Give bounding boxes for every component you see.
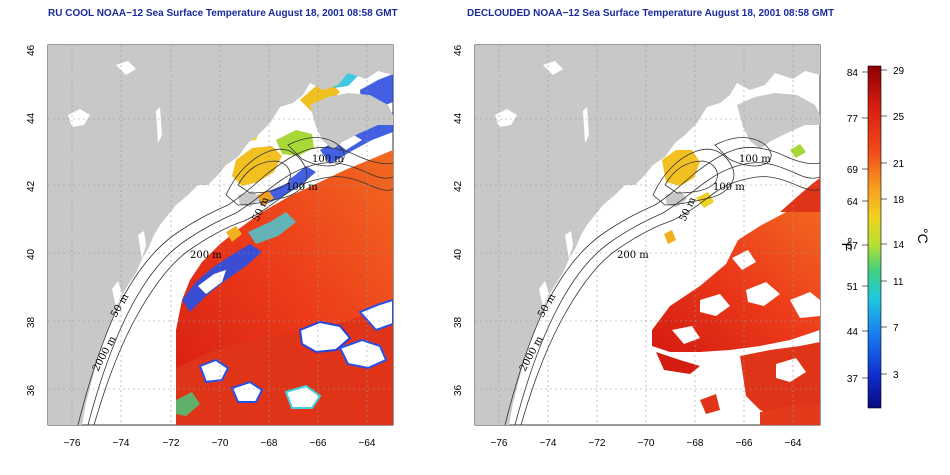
right-isobath-label: 200 m — [617, 250, 649, 261]
left-map-title: RU COOL NOAA−12 Sea Surface Temperature … — [48, 8, 398, 19]
right-isobath-label: 100 m — [739, 154, 771, 165]
fahrenheit-tick-label: 37 — [847, 374, 859, 385]
lon-tick-label: −66 — [310, 438, 327, 449]
lon-tick-label: −76 — [491, 438, 508, 449]
right-graticule — [475, 45, 820, 425]
lon-tick-label: −74 — [540, 438, 557, 449]
fahrenheit-ticks: 84 77 69 64 57 51 44 37 — [847, 68, 859, 385]
celsius-tick-label: 7 — [893, 323, 899, 334]
lat-tick-label: 36 — [26, 384, 37, 396]
lat-tick-label: 42 — [26, 180, 37, 192]
fahrenheit-tick-label: 77 — [847, 114, 859, 125]
celsius-ticks: 29 25 21 18 14 11 7 3 — [893, 66, 905, 381]
lat-tick-label: 38 — [453, 316, 464, 328]
celsius-tick-label: 18 — [893, 195, 905, 206]
lat-tick-label: 46 — [453, 44, 464, 56]
lat-tick-label: 42 — [453, 180, 464, 192]
temperature-colorbar: 84 77 69 64 57 51 44 37 29 25 21 18 14 1… — [839, 65, 931, 409]
lat-tick-label: 44 — [453, 112, 464, 124]
fahrenheit-unit-label: °F — [839, 237, 855, 251]
right-lon-ticks: −76 −74 −72 −70 −68 −66 −64 — [491, 438, 802, 449]
celsius-tick-label: 11 — [893, 277, 904, 288]
right-isobath-label: 100 m — [713, 182, 745, 193]
lat-tick-label: 44 — [26, 112, 37, 124]
left-isobath-label: 200 m — [190, 250, 222, 261]
lon-tick-label: −70 — [212, 438, 229, 449]
right-map-panel: 100 m 100 m 50 m 200 m 50 m 2000 m 36 38… — [453, 44, 821, 449]
right-lat-ticks: 36 38 40 42 44 46 — [453, 44, 464, 396]
lat-tick-label: 38 — [26, 316, 37, 328]
lon-tick-label: −66 — [736, 438, 753, 449]
celsius-tick-label: 21 — [893, 159, 905, 170]
lat-tick-label: 36 — [453, 384, 464, 396]
lon-tick-label: −64 — [359, 438, 376, 449]
fahrenheit-tick-label: 84 — [847, 68, 859, 79]
celsius-tick-label: 3 — [893, 370, 899, 381]
left-graticule — [48, 45, 393, 425]
fahrenheit-tick-label: 57 — [847, 241, 859, 252]
lon-tick-label: −74 — [113, 438, 130, 449]
left-isobath-label: 100 m — [312, 154, 344, 165]
left-isobath-label: 100 m — [286, 182, 318, 193]
celsius-tick-label: 14 — [893, 240, 905, 251]
lon-tick-label: −68 — [261, 438, 278, 449]
lon-tick-label: −76 — [64, 438, 81, 449]
right-map-title: DECLOUDED NOAA−12 Sea Surface Temperatur… — [467, 8, 835, 19]
fahrenheit-tick-label: 69 — [847, 165, 859, 176]
lon-tick-label: −72 — [589, 438, 606, 449]
lon-tick-label: −72 — [163, 438, 180, 449]
lat-tick-label: 46 — [26, 44, 37, 56]
fahrenheit-tick-label: 64 — [847, 197, 859, 208]
left-lat-ticks: 36 38 40 42 44 46 — [26, 44, 37, 396]
lat-tick-label: 40 — [453, 248, 464, 260]
fahrenheit-tick-label: 44 — [847, 327, 859, 338]
left-lon-ticks: −76 −74 −72 −70 −68 −66 −64 — [64, 438, 376, 449]
celsius-tick-label: 25 — [893, 112, 905, 123]
lat-tick-label: 40 — [26, 248, 37, 260]
right-sst-field — [652, 178, 820, 425]
lon-tick-label: −68 — [687, 438, 704, 449]
celsius-tick-label: 29 — [893, 66, 905, 77]
fahrenheit-tick-label: 51 — [847, 282, 859, 293]
celsius-unit-label: °C — [915, 228, 931, 244]
left-map-panel: 100 m 100 m 50 m 200 m 50 m 2000 m 36 38… — [26, 44, 394, 449]
lon-tick-label: −64 — [785, 438, 802, 449]
lon-tick-label: −70 — [638, 438, 655, 449]
